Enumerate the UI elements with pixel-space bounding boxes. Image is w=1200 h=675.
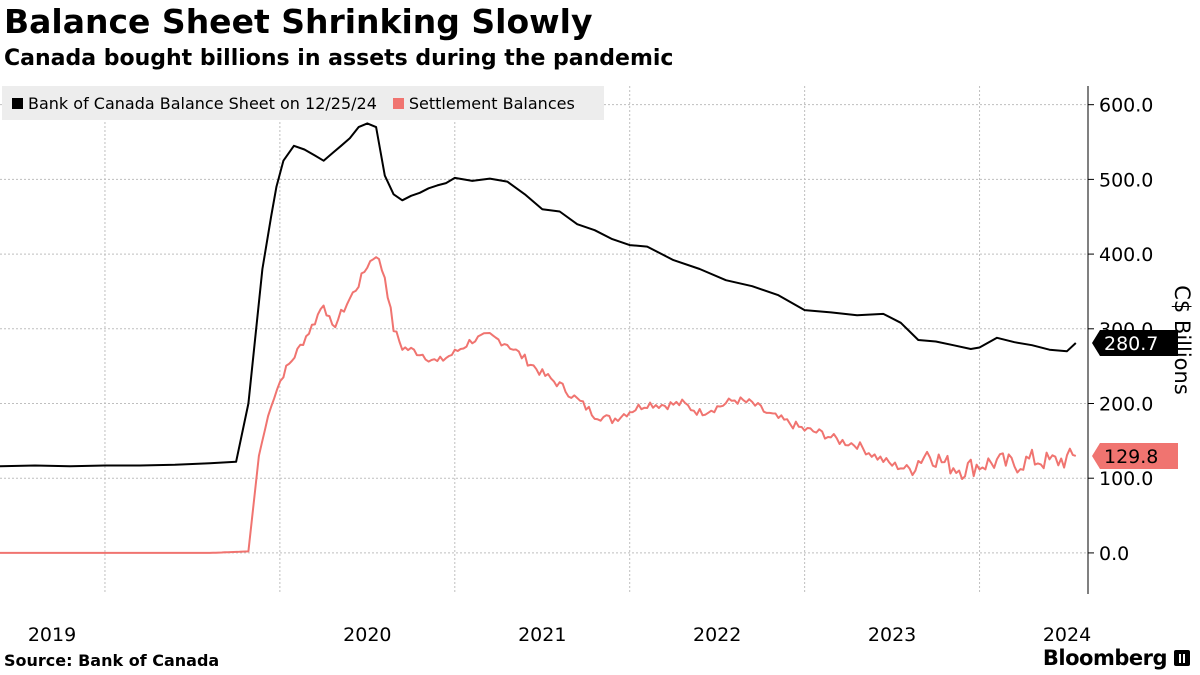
bloomberg-icon <box>1174 650 1190 666</box>
series-line-settlement-balances <box>0 256 1077 554</box>
legend-label-settlement-balances: Settlement Balances <box>408 93 575 113</box>
last-value-tag <box>1092 442 1178 469</box>
y-tick-label: 0.0 <box>1099 543 1129 565</box>
last-value-tag <box>1092 329 1178 356</box>
brand-name: Bloomberg <box>1042 646 1168 670</box>
legend-swatch-settlement-balances <box>392 97 404 109</box>
legend-label-balance-sheet: Bank of Canada Balance Sheet on 12/25/24 <box>28 93 377 113</box>
x-tick-label: 2021 <box>518 624 566 646</box>
legend-item-balance-sheet: Bank of Canada Balance Sheet on 12/25/24 <box>12 94 377 113</box>
chart-title: Balance Sheet Shrinking Slowly <box>4 2 593 41</box>
x-tick-label: 2020 <box>343 624 391 646</box>
y-tick-label: 200.0 <box>1099 394 1153 416</box>
x-tick-label: 2022 <box>693 624 741 646</box>
legend-swatch-balance-sheet <box>12 97 23 109</box>
chart-value-labels: 280.7 129.8 <box>1092 329 1178 469</box>
y-tick-label: 500.0 <box>1099 169 1153 191</box>
legend-item-settlement-balances: Settlement Balances <box>392 93 575 113</box>
source-note: Source: Bank of Canada <box>4 651 220 670</box>
y-tick-label: 600.0 <box>1099 95 1153 117</box>
x-tick-label: 2023 <box>868 624 916 646</box>
y-tick-label: 400.0 <box>1099 244 1153 266</box>
x-tick-label: 2019 <box>28 624 76 646</box>
chart-subtitle: Canada bought billions in assets during … <box>4 46 674 71</box>
brand-logo: Bloomberg <box>1043 646 1190 670</box>
y-tick-label: 100.0 <box>1099 468 1153 490</box>
series-line-balance-sheet <box>0 122 1077 468</box>
legend: Bank of Canada Balance Sheet on 12/25/24… <box>2 86 604 120</box>
x-tick-label: 2024 <box>1043 624 1091 646</box>
chart-series <box>0 122 1077 554</box>
last-value-label: 280.7 <box>1104 333 1158 355</box>
last-value-label: 129.8 <box>1104 446 1158 468</box>
